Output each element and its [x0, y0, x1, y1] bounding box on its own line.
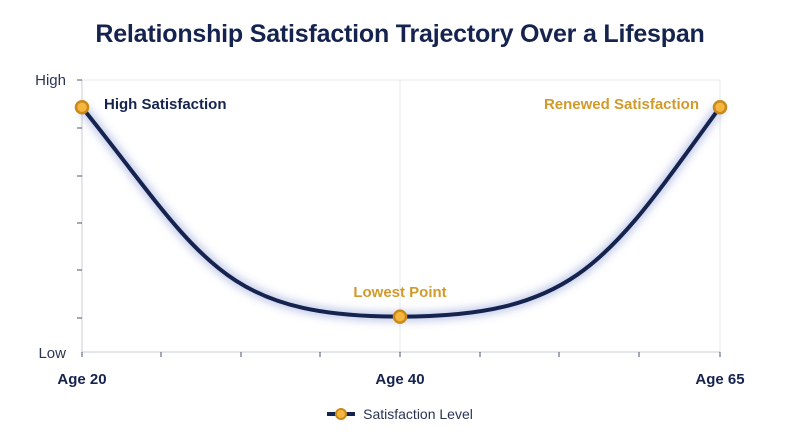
legend: Satisfaction Level	[0, 406, 800, 422]
y-tick-label-high: High	[35, 72, 66, 89]
y-tick-label-low: Low	[38, 345, 66, 362]
annotation-renewed-satisfaction: Renewed Satisfaction	[544, 96, 699, 113]
data-point-marker	[392, 309, 408, 324]
x-tick-label: Age 65	[695, 371, 744, 388]
grid-lines	[82, 79, 721, 352]
data-point-marker	[712, 99, 728, 115]
annotation-high-satisfaction: High Satisfaction	[104, 96, 227, 113]
annotation-lowest-point: Lowest Point	[353, 284, 446, 301]
legend-label: Satisfaction Level	[363, 406, 473, 422]
chart-title: Relationship Satisfaction Trajectory Ove…	[95, 20, 705, 48]
data-point-marker	[74, 99, 90, 115]
legend-swatch-icon	[327, 408, 356, 420]
x-tick-label: Age 40	[375, 371, 424, 388]
series-layer	[74, 99, 728, 324]
labels-layer: High Satisfaction Lowest Point Renewed Sat…	[104, 96, 699, 301]
axes: High Low Age 20 Age 40 Age 65	[35, 72, 744, 388]
x-tick-label: Age 20	[57, 371, 106, 388]
